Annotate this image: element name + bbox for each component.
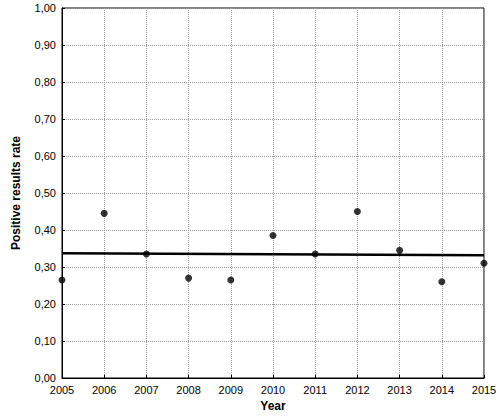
svg-text:2007: 2007 [134, 384, 158, 396]
svg-text:2012: 2012 [345, 384, 369, 396]
svg-text:2014: 2014 [430, 384, 454, 396]
svg-text:2010: 2010 [261, 384, 285, 396]
svg-text:2006: 2006 [92, 384, 116, 396]
svg-text:Positive results rate: Positive results rate [9, 136, 23, 250]
svg-text:2013: 2013 [387, 384, 411, 396]
svg-text:2009: 2009 [219, 384, 243, 396]
svg-text:0,90: 0,90 [35, 39, 56, 51]
svg-text:1,00: 1,00 [35, 2, 56, 14]
svg-text:0,10: 0,10 [35, 335, 56, 347]
svg-text:Year: Year [260, 399, 286, 413]
svg-text:0,20: 0,20 [35, 298, 56, 310]
svg-text:0,00: 0,00 [35, 372, 56, 384]
svg-text:0,70: 0,70 [35, 113, 56, 125]
svg-text:0,30: 0,30 [35, 261, 56, 273]
svg-text:2011: 2011 [303, 384, 327, 396]
svg-text:0,60: 0,60 [35, 150, 56, 162]
svg-text:2008: 2008 [176, 384, 200, 396]
svg-text:0,80: 0,80 [35, 76, 56, 88]
svg-text:0,40: 0,40 [35, 224, 56, 236]
svg-text:0,50: 0,50 [35, 187, 56, 199]
svg-text:2005: 2005 [50, 384, 74, 396]
svg-text:2015: 2015 [472, 384, 496, 396]
